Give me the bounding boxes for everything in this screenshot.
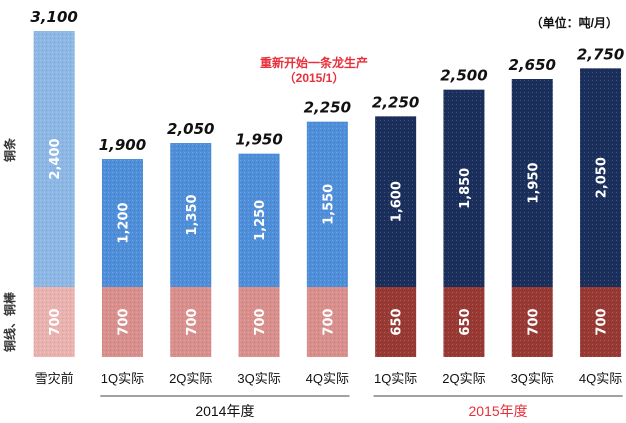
total-label: 2,500 — [440, 67, 487, 85]
total-label: 2,050 — [167, 120, 214, 138]
segment-label-bottom: 700 — [116, 308, 131, 335]
category-label: 4Q实际 — [306, 371, 349, 386]
category-label: 1Q实际 — [101, 371, 144, 386]
unit-label: （单位：吨/月） — [531, 15, 618, 30]
total-label: 2,250 — [372, 93, 419, 111]
category-label: 3Q实际 — [237, 371, 280, 386]
segment-label-top: 1,950 — [526, 162, 541, 203]
segment-label-top: 1,350 — [185, 194, 200, 235]
bar-segment-bottom-texture — [33, 287, 75, 357]
category-label: 4Q实际 — [579, 371, 622, 386]
segment-label-top: 1,250 — [253, 200, 268, 241]
segment-label-bottom: 700 — [595, 308, 610, 335]
total-label: 2,750 — [577, 45, 624, 63]
bar-segment-bottom-texture — [511, 287, 553, 357]
bar-segment-top-texture — [375, 116, 417, 287]
segment-label-bottom: 700 — [253, 308, 268, 335]
segment-label-bottom: 650 — [390, 308, 405, 335]
series-label-copper-strip: 铜条 — [2, 137, 17, 162]
bar-segment-top-texture — [306, 121, 348, 288]
bar-segment-bottom-texture — [580, 287, 622, 357]
category-label: 2Q实际 — [169, 371, 212, 386]
annotation-line-1: 重新开始一条龙生产 — [260, 55, 368, 70]
segment-label-top: 2,050 — [595, 157, 610, 198]
category-label: 雪灾前 — [35, 371, 74, 386]
total-label: 2,250 — [304, 99, 351, 117]
bar-segment-top-texture — [238, 153, 280, 287]
category-label: 2Q实际 — [442, 371, 485, 386]
bar-segment-top-texture — [511, 79, 553, 287]
segment-label-bottom: 700 — [48, 308, 63, 335]
segment-label-top: 1,200 — [116, 202, 131, 243]
category-label: 3Q实际 — [511, 371, 554, 386]
bar-segment-bottom-texture — [306, 287, 348, 357]
segment-label-top: 1,850 — [458, 168, 473, 209]
segment-label-bottom: 700 — [185, 308, 200, 335]
total-label: 2,650 — [509, 56, 556, 74]
segment-label-bottom: 700 — [526, 308, 541, 335]
total-label: 1,950 — [235, 131, 282, 149]
total-label: 1,900 — [99, 136, 146, 154]
bar-segment-top-texture — [101, 159, 143, 287]
group-label: 2015年度 — [469, 403, 528, 419]
bar-segment-bottom-texture — [375, 287, 417, 357]
segment-label-top: 1,600 — [390, 181, 405, 222]
group-label: 2014年度 — [195, 403, 254, 419]
total-label: 3,100 — [30, 8, 77, 26]
segment-label-top: 2,400 — [48, 138, 63, 179]
series-label-copper-wire-rod: 铜线、铜棒 — [2, 291, 17, 352]
bar-segment-bottom-texture — [238, 287, 280, 357]
bar-segment-bottom-texture — [170, 287, 212, 357]
segment-label-bottom: 650 — [458, 308, 473, 335]
bar-segment-top-texture — [33, 31, 75, 287]
bar-segment-bottom-texture — [101, 287, 143, 357]
bar-segment-top-texture — [580, 68, 622, 287]
segment-label-bottom: 700 — [321, 308, 336, 335]
category-label: 1Q实际 — [374, 371, 417, 386]
bar-segment-top-texture — [443, 89, 485, 288]
bar-segment-top-texture — [170, 143, 212, 287]
segment-label-top: 1,550 — [321, 184, 336, 225]
bar-segment-bottom-texture — [443, 287, 485, 357]
annotation-line-2: （2015/1） — [284, 70, 345, 85]
